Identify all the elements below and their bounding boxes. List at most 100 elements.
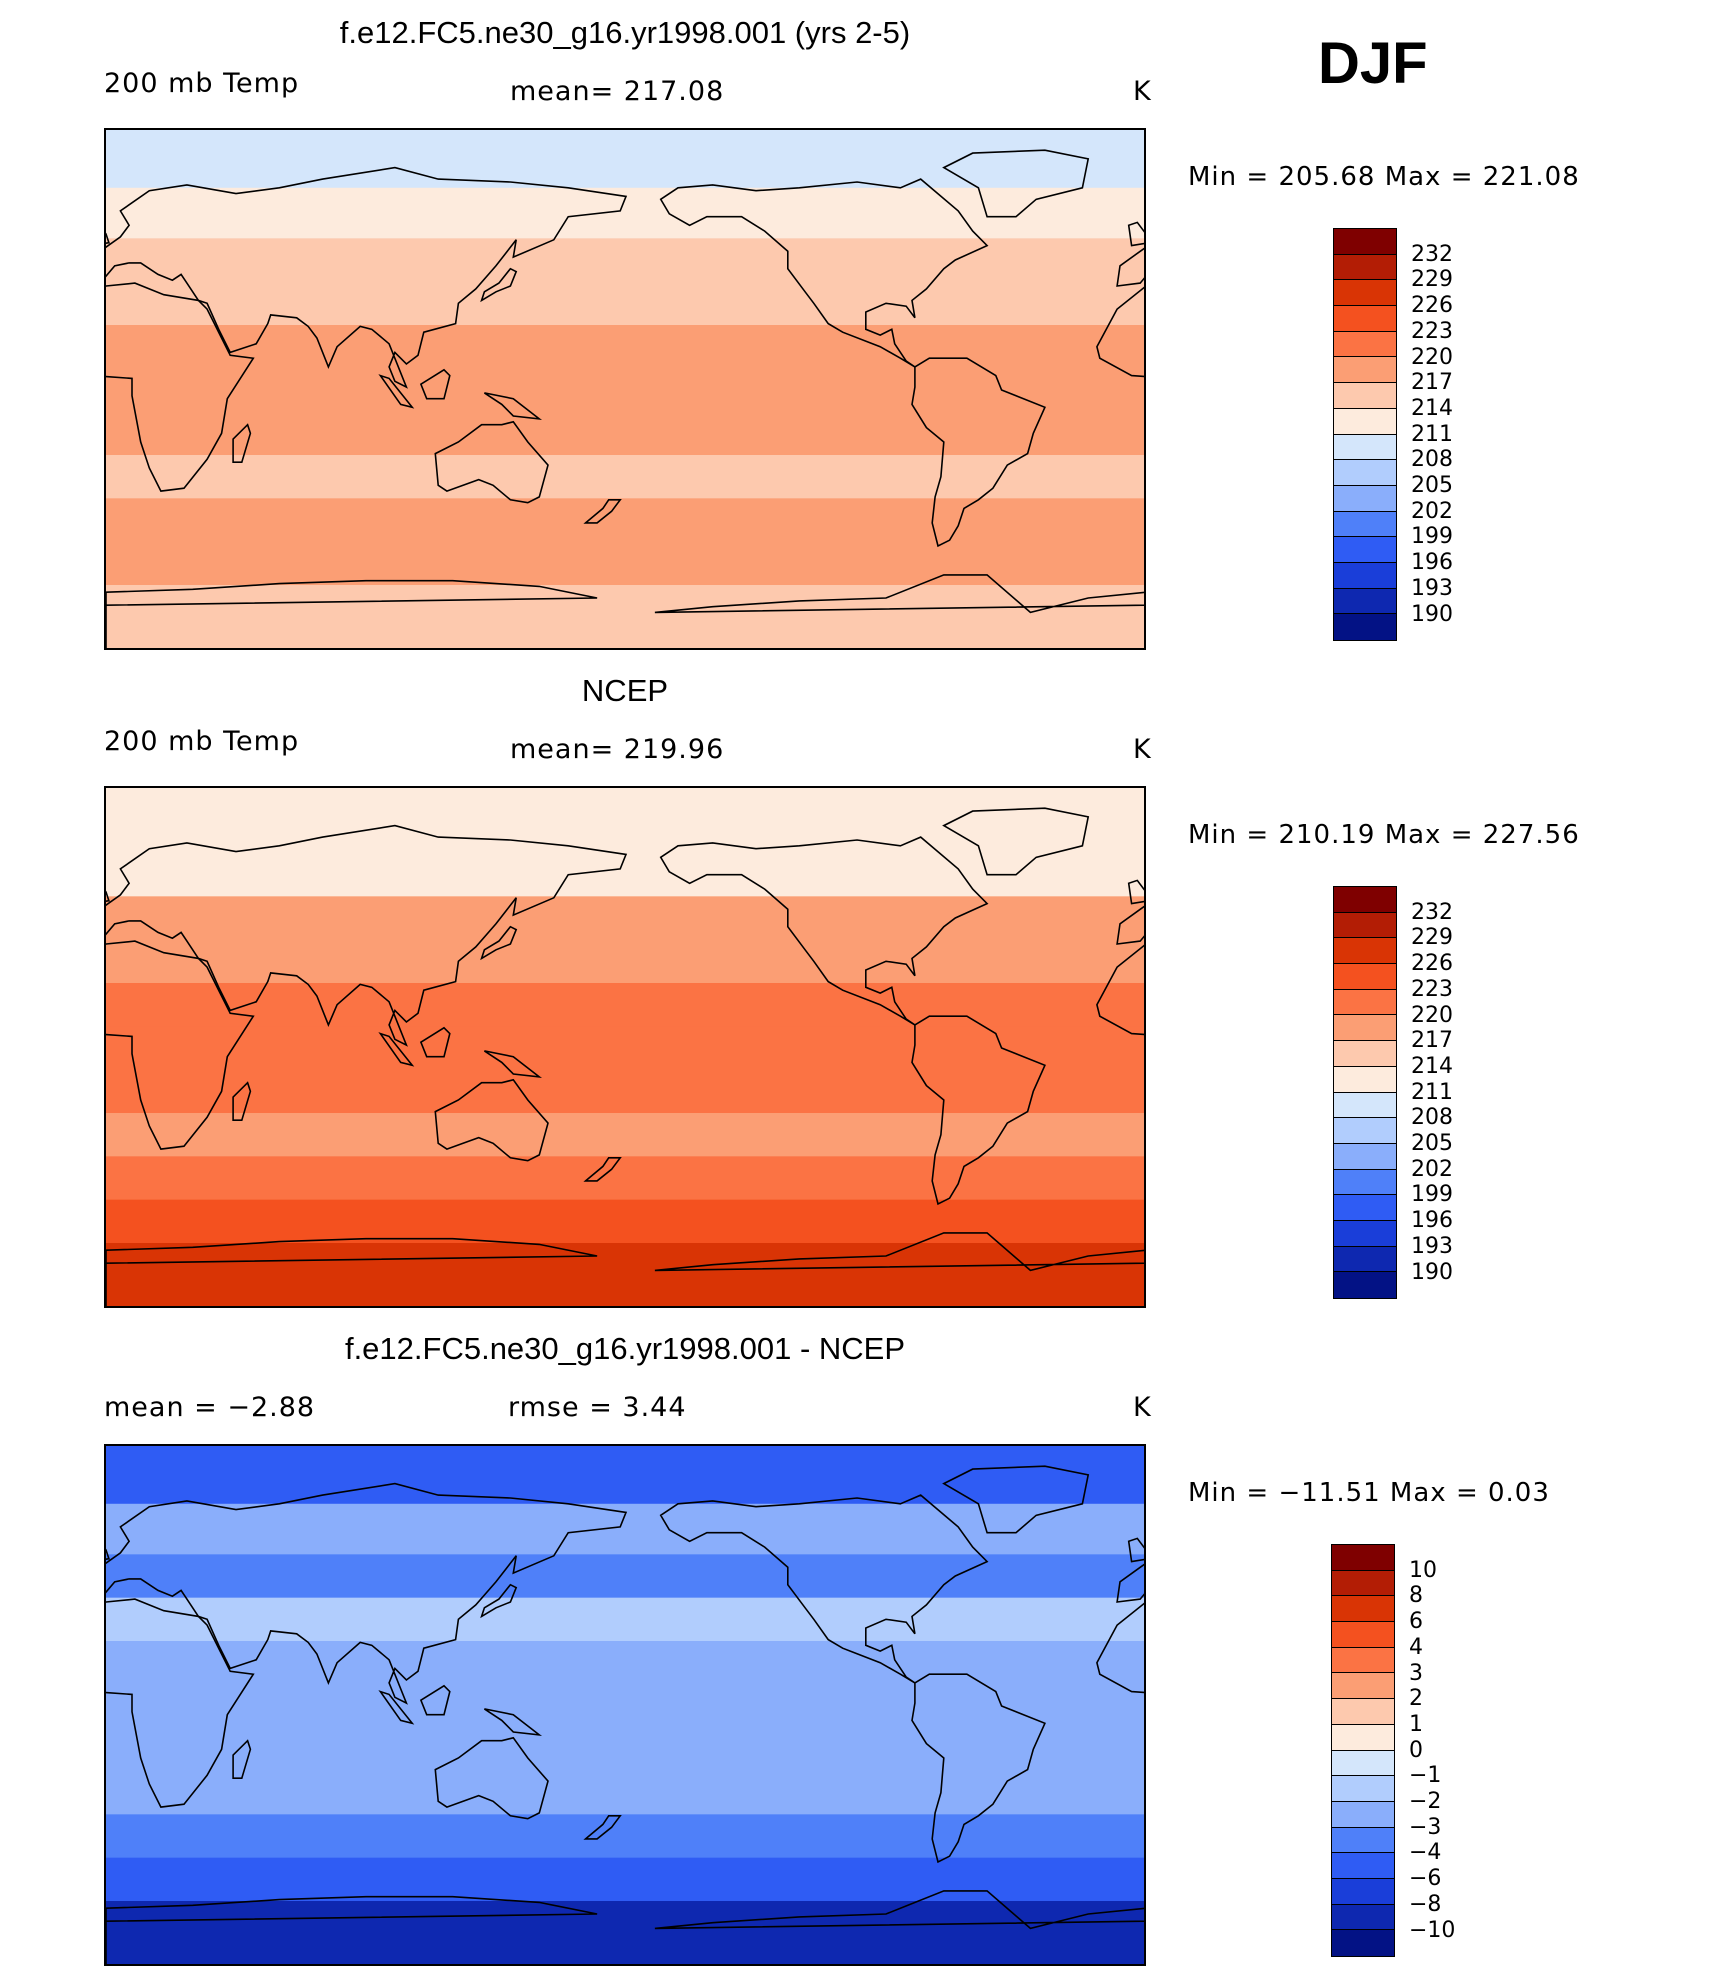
coastline (583, 498, 622, 524)
colorbar-box (1334, 1195, 1396, 1221)
colorbar-tick-label: 10 (1409, 1557, 1437, 1583)
coastline (378, 1032, 415, 1067)
colorbar-box (1334, 537, 1396, 563)
coastline (434, 420, 549, 504)
colorbar-tick-label: 190 (1411, 1259, 1453, 1285)
coastline (659, 1494, 989, 1684)
colorbar-box (1332, 1545, 1394, 1571)
colorbar-tick-label: 229 (1411, 267, 1453, 293)
colorbar-tick-label: 232 (1411, 899, 1453, 925)
panel3-map (104, 1444, 1146, 1966)
panel2-minmax: Min = 210.19 Max = 227.56 (1188, 820, 1580, 850)
coastline (419, 368, 451, 400)
colorbar-tick-label: 202 (1411, 498, 1453, 524)
contour-band (106, 1857, 1144, 1902)
colorbar-box (1334, 887, 1396, 913)
colorbar-tick-label: 205 (1411, 473, 1453, 498)
colorbar-tick-label: 202 (1411, 1156, 1453, 1182)
colorbar-box (1332, 1776, 1394, 1802)
coastline (378, 374, 415, 409)
coastline (419, 1684, 451, 1716)
colorbar-box (1334, 989, 1396, 1016)
colorbar-tick-label: 208 (1411, 447, 1453, 473)
colorbar-tick-label: 196 (1411, 550, 1453, 576)
contour-band (106, 1113, 1144, 1157)
colorbar-tick-label: −10 (1409, 1917, 1456, 1943)
coastline (483, 1050, 543, 1079)
colorbar-box (1334, 964, 1396, 990)
coastline (659, 836, 989, 1026)
colorbar-box (1334, 280, 1396, 307)
coastline (232, 1739, 252, 1780)
coastline (942, 807, 1090, 876)
coastline (480, 267, 518, 303)
colorbar-box (1334, 562, 1396, 589)
colorbar-tick-label: 0 (1409, 1737, 1423, 1763)
colorbar-box (1334, 511, 1396, 538)
coastline (378, 1690, 415, 1725)
panel1-map (104, 128, 1146, 650)
contour-band (106, 411, 1144, 456)
panel1-colorbar (1333, 228, 1397, 641)
colorbar-tick-label: 205 (1411, 1131, 1453, 1156)
colorbar-box (1334, 1015, 1396, 1042)
panel2-map (104, 786, 1146, 1308)
colorbar-tick-label: −2 (1409, 1789, 1442, 1814)
contour-band (106, 1727, 1144, 1772)
coastline (434, 1078, 549, 1162)
panel1-minmax: Min = 205.68 Max = 221.08 (1188, 162, 1580, 192)
colorbar-tick-label: 223 (1411, 318, 1453, 344)
colorbar-box (1334, 383, 1396, 409)
colorbar-box (1334, 331, 1396, 358)
colorbar-box (1332, 1904, 1394, 1931)
contour-band (106, 281, 1144, 326)
coastline (1127, 879, 1144, 905)
colorbar-box (1334, 912, 1396, 939)
colorbar-box (1334, 460, 1396, 486)
colorbar-box (1332, 1647, 1394, 1674)
colorbar-box (1334, 485, 1396, 512)
colorbar-tick-label: 208 (1411, 1105, 1453, 1131)
colorbar-box (1334, 1220, 1396, 1247)
contour-band (106, 1641, 1144, 1685)
colorbar-tick-label: 193 (1411, 575, 1453, 601)
contour-band (106, 1901, 1144, 1964)
panel2-units-label: K (1133, 734, 1152, 765)
contour-band (106, 325, 1144, 369)
panel2-colorbar (1333, 886, 1397, 1299)
coastline (232, 1081, 252, 1122)
contour-band (106, 939, 1144, 984)
colorbar-tick-label: 223 (1411, 976, 1453, 1002)
coastline (659, 178, 989, 368)
colorbar-box (1334, 1118, 1396, 1144)
colorbar-box (1334, 1246, 1396, 1273)
colorbar-box (1334, 614, 1396, 640)
colorbar-box (1332, 1673, 1394, 1700)
contour-band (106, 498, 1144, 543)
contour-band (106, 585, 1144, 648)
coastline (106, 940, 255, 1150)
coastline (583, 1156, 622, 1182)
colorbar-box (1334, 434, 1396, 461)
colorbar-tick-label: 196 (1411, 1208, 1453, 1234)
coastline (942, 149, 1090, 218)
contour-band (106, 1243, 1144, 1306)
colorbar-tick-label: 220 (1411, 1002, 1453, 1028)
colorbar-tick-label: 226 (1411, 951, 1453, 977)
colorbar-box (1332, 1878, 1394, 1905)
colorbar-box (1334, 1041, 1396, 1067)
panel3-minmax: Min = −11.51 Max = 0.03 (1188, 1478, 1550, 1508)
colorbar-box (1334, 357, 1396, 384)
coastline (1127, 1537, 1144, 1563)
panel2-variable-label: 200 mb Temp (104, 726, 300, 757)
coastline (942, 1465, 1090, 1534)
coastline (106, 1237, 598, 1306)
colorbar-tick-label: 214 (1411, 1053, 1453, 1079)
colorbar-box (1334, 254, 1396, 281)
coastline (911, 1673, 1046, 1864)
colorbar-tick-label: 211 (1411, 1079, 1453, 1105)
coastline (106, 1895, 598, 1964)
panel3-title: f.e12.FC5.ne30_g16.yr1998.001 - NCEP (344, 1331, 906, 1366)
colorbar-tick-label: 217 (1411, 370, 1453, 396)
contour-band (106, 983, 1144, 1027)
